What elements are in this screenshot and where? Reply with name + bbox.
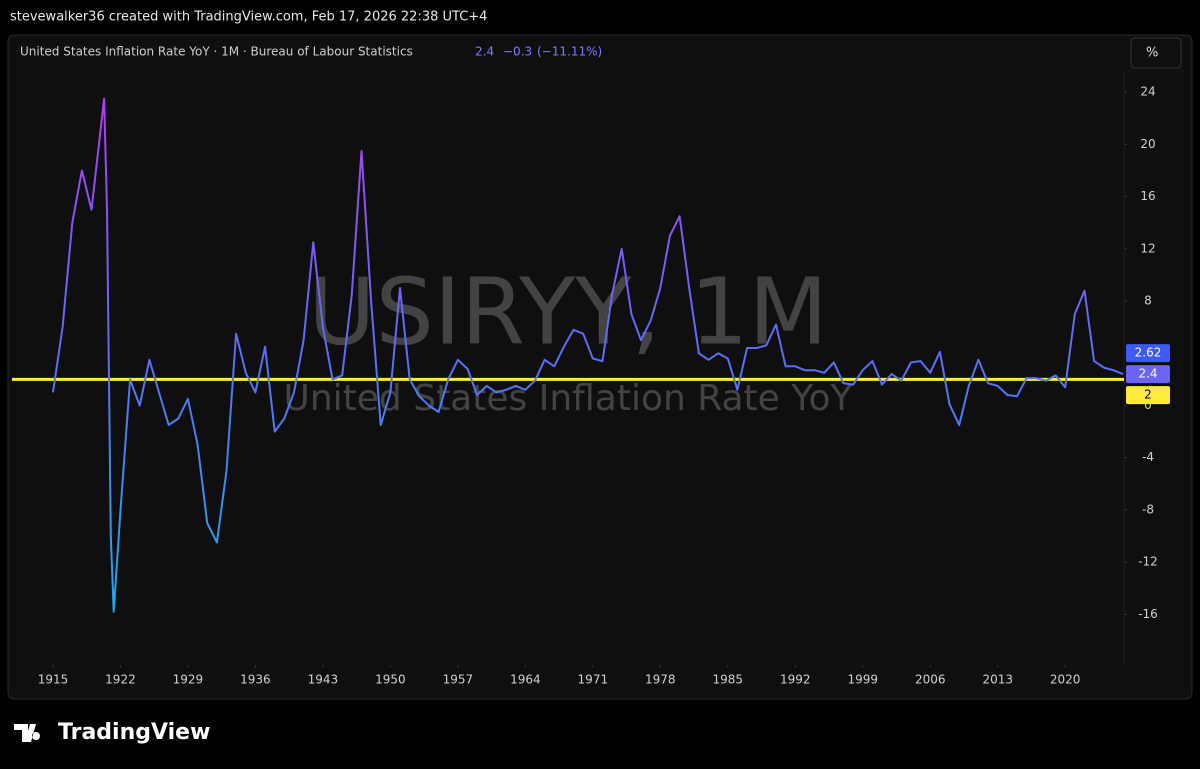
- x-tick-label: 1922: [105, 673, 136, 687]
- price-label: 2.62: [1135, 346, 1162, 360]
- x-tick-label: 1957: [443, 673, 474, 687]
- x-tick-label: 1978: [645, 673, 676, 687]
- x-tick-label: 2013: [982, 673, 1013, 687]
- x-tick-label: 2020: [1050, 673, 1081, 687]
- x-tick-label: 1943: [308, 673, 339, 687]
- plot: USIRYY, 1M United States Inflation Rate Y…: [12, 70, 1170, 687]
- last-value-label-box: [1126, 365, 1170, 384]
- x-tick-label: 1915: [38, 673, 69, 687]
- x-tick-label: 1936: [240, 673, 271, 687]
- chart-panel: [7, 34, 1193, 700]
- y-tick-label: 16: [1140, 189, 1155, 203]
- x-tick-label: 1985: [713, 673, 744, 687]
- y-tick-label: 24: [1140, 85, 1155, 99]
- reference-label-box: [1126, 386, 1170, 405]
- y-tick-label: -16: [1138, 607, 1158, 621]
- scale-button[interactable]: [1130, 37, 1182, 69]
- y-tick-label: -4: [1142, 450, 1154, 464]
- x-tick-label: 2006: [915, 673, 946, 687]
- attribution: stevewalker36 created with TradingView.c…: [10, 10, 487, 25]
- brand-logo: TradingView: [14, 720, 210, 745]
- price-label-box: [1126, 344, 1170, 363]
- x-tick-label: 1964: [510, 673, 541, 687]
- watermark-subtitle: United States Inflation Rate YoY: [283, 378, 853, 419]
- reference-label: 2: [1144, 388, 1152, 402]
- scale-button-label[interactable]: %: [1146, 46, 1158, 61]
- y-tick-label: 12: [1140, 241, 1155, 255]
- y-tick-label: -8: [1142, 502, 1154, 516]
- logo-mark: [14, 724, 41, 742]
- legend-title: United States Inflation Rate YoY · 1M · …: [20, 45, 413, 59]
- legend-last: 2.4: [475, 45, 494, 59]
- y-tick-label: 0: [1144, 398, 1152, 412]
- x-tick-label: 1992: [780, 673, 811, 687]
- x-tick-label: 1999: [847, 673, 878, 687]
- legend-change: −0.3: [503, 45, 532, 59]
- y-tick-label: -12: [1138, 555, 1158, 569]
- y-tick-label: 20: [1140, 137, 1155, 151]
- legend-change-percent: (−11.11%): [537, 45, 602, 59]
- series-line: [52, 97, 1124, 613]
- brand-name: TradingView: [58, 720, 210, 745]
- x-tick-label: 1929: [173, 673, 204, 687]
- last-value-label: 2.4: [1138, 367, 1157, 381]
- watermark: USIRYY, 1M: [308, 258, 828, 365]
- x-tick-label: 1971: [578, 673, 609, 687]
- y-tick-label: 8: [1144, 294, 1152, 308]
- x-tick-label: 1950: [375, 673, 406, 687]
